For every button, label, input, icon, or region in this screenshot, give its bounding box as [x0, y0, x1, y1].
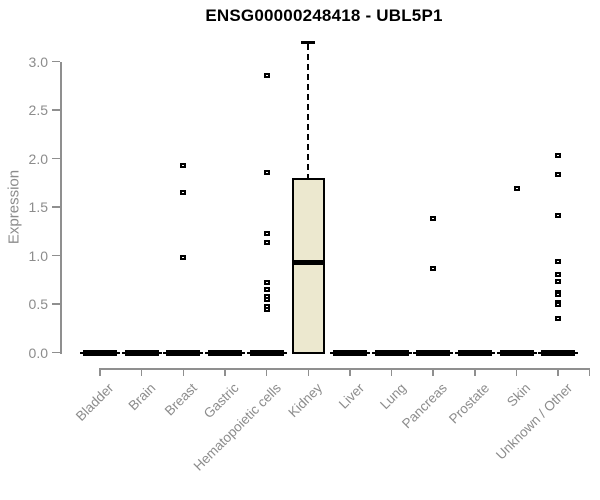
category-label-skin: Skin: [504, 380, 534, 410]
category-label-liver: Liver: [335, 380, 367, 412]
outlier-point: [180, 162, 187, 168]
outlier-point: [263, 286, 270, 292]
category-label-brain: Brain: [125, 380, 159, 414]
y-tick: [52, 254, 60, 257]
outlier-point: [555, 171, 562, 177]
outlier-point: [180, 189, 187, 195]
zero-bar-hematopoietic-cells: [249, 349, 284, 356]
box-kidney: [291, 177, 325, 355]
y-tick: [52, 109, 60, 111]
whisker-cap: [301, 41, 316, 44]
outlier-point: [555, 213, 562, 219]
outlier-point: [263, 240, 270, 246]
zero-bar-breast: [166, 349, 201, 356]
y-tick: [52, 303, 60, 305]
x-tick: [265, 368, 268, 376]
x-tick: [140, 368, 143, 376]
y-tick-label: 3.0: [28, 53, 48, 70]
category-label-kidney: Kidney: [285, 380, 326, 421]
category-label-prostate: Prostate: [445, 380, 492, 427]
x-tick: [390, 368, 393, 376]
outlier-point: [430, 265, 437, 271]
y-tick-label: 1.0: [28, 247, 48, 264]
x-tick: [349, 368, 351, 376]
zero-bar-liver: [332, 349, 367, 356]
x-tick: [474, 368, 476, 376]
category-label-breast: Breast: [162, 380, 201, 419]
category-label-lung: Lung: [376, 380, 409, 413]
y-tick-label: 0.5: [28, 296, 48, 312]
x-tick: [432, 368, 434, 376]
y-axis-title: Expression: [5, 169, 23, 245]
zero-bar-lung: [374, 349, 409, 356]
outlier-point: [263, 72, 270, 78]
outlier-point: [555, 272, 562, 278]
y-tick: [52, 206, 60, 208]
y-tick-label: 1.5: [28, 199, 48, 215]
category-label-gastric: Gastric: [201, 380, 242, 422]
outlier-point: [263, 307, 270, 313]
category-label-unknown-other: Unknown / Other: [492, 380, 576, 463]
outlier-point: [555, 279, 562, 285]
y-axis-line: [60, 61, 62, 354]
y-tick-label: 2.5: [28, 102, 48, 118]
outlier-point: [263, 280, 270, 286]
x-tick: [99, 368, 101, 376]
x-tick: [515, 368, 518, 376]
y-tick-label: 0.0: [28, 344, 48, 361]
zero-bar-gastric: [207, 349, 242, 356]
outlier-point: [555, 291, 562, 297]
zero-bar-pancreas: [416, 349, 451, 356]
x-tick: [224, 368, 226, 376]
x-tick: [307, 368, 309, 376]
x-tick: [557, 368, 559, 376]
y-tick-label: 2.0: [28, 150, 48, 167]
whisker-line: [307, 43, 310, 178]
outlier-point: [555, 258, 562, 264]
y-tick: [52, 157, 60, 160]
zero-bar-bladder: [83, 349, 117, 356]
chart-title: ENSG00000248418 - UBL5P1: [205, 6, 443, 25]
zero-bar-skin: [499, 349, 534, 356]
outlier-point: [555, 301, 562, 307]
zero-bar-brain: [124, 349, 159, 356]
x-axis-line: [100, 368, 590, 370]
outlier-point: [513, 186, 520, 192]
x-axis-end-tick: [588, 368, 590, 376]
outlier-point: [555, 153, 562, 159]
outlier-point: [263, 296, 270, 302]
outlier-point: [263, 169, 270, 175]
median-line: [291, 259, 325, 265]
y-tick: [52, 351, 60, 354]
category-label-bladder: Bladder: [73, 380, 117, 424]
zero-bar-prostate: [457, 349, 492, 356]
outlier-point: [430, 216, 437, 222]
outlier-point: [263, 230, 270, 236]
outlier-point: [180, 254, 187, 260]
x-tick: [182, 368, 185, 376]
outlier-point: [555, 316, 562, 322]
y-tick: [52, 60, 60, 63]
zero-bar-unknown-other: [541, 349, 576, 356]
